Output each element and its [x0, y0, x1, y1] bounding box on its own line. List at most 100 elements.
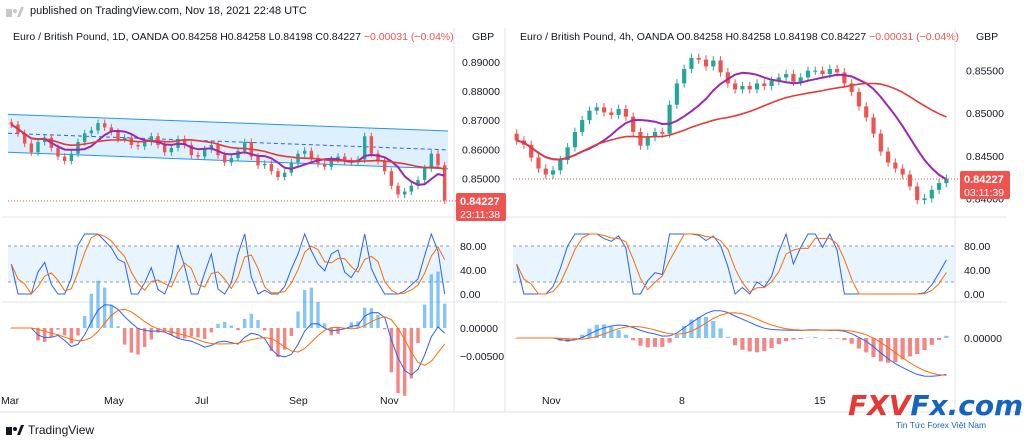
- watermark-tagline: Tin Tức Forex Việt Nam: [896, 420, 987, 430]
- right-candle-body: [944, 178, 949, 184]
- right-macd-bar: [784, 338, 789, 342]
- left-stoch-d-line: [10, 233, 446, 295]
- right-candle-body: [835, 68, 840, 73]
- left-time-tick-1: May: [104, 395, 125, 407]
- left-candle-body: [396, 185, 400, 195]
- left-macd-bar: [316, 302, 320, 328]
- right-candle-body: [849, 83, 854, 92]
- right-osc-tick-2: 0.00: [964, 289, 985, 301]
- left-macd-bar: [209, 328, 214, 333]
- left-macd-bar: [162, 328, 167, 332]
- left-macd-bar: [169, 328, 174, 335]
- left-candle-body: [282, 172, 287, 178]
- right-candle-body: [711, 60, 716, 67]
- right-macd-bar: [856, 338, 862, 349]
- left-macd-bar: [89, 293, 94, 328]
- left-macd-bar: [422, 304, 427, 328]
- left-price-tick-0: 0.89000: [462, 57, 500, 69]
- left-candle-body: [142, 142, 147, 147]
- right-candle-body: [558, 160, 563, 171]
- left-macd-line: [11, 304, 446, 376]
- left-candle-body: [76, 142, 80, 154]
- right-candle-body: [536, 157, 541, 169]
- left-countdown-label: 23:11:38: [460, 209, 500, 221]
- watermark-brand-right: Fx.com.vn: [910, 389, 1024, 422]
- right-candle-body: [885, 151, 891, 163]
- right-countdown-label: 03:11:39: [964, 187, 1004, 199]
- right-osc-tick-0: 80.00: [964, 241, 990, 253]
- right-candle-body: [798, 77, 803, 82]
- left-candle-body: [362, 136, 367, 160]
- right-candle-body: [900, 168, 905, 175]
- left-candle-body: [389, 171, 394, 186]
- left-candle-body: [429, 153, 434, 169]
- left-macd-bar: [216, 323, 220, 328]
- left-macd-bar: [249, 313, 254, 328]
- right-macd-bar: [754, 338, 760, 353]
- right-candle-body: [703, 59, 709, 67]
- left-time-tick-4: Nov: [380, 395, 399, 407]
- right-macd-bar: [849, 338, 854, 344]
- left-macd-bar: [362, 307, 367, 328]
- right-macd-bar: [689, 319, 694, 338]
- right-macd-bar: [900, 338, 905, 360]
- left-symbol-title: Euro / British Pound, 1D, OANDA: [13, 31, 169, 43]
- left-macd-bar: [396, 328, 400, 394]
- right-candles: [514, 53, 949, 205]
- left-candle-body: [442, 165, 447, 201]
- right-candle-body: [893, 162, 898, 169]
- right-candle-body: [696, 57, 701, 60]
- right-candle-body: [915, 186, 920, 201]
- right-macd-bar: [762, 338, 767, 352]
- right-candle-body: [682, 68, 687, 84]
- left-currency-label: GBP: [472, 31, 494, 43]
- right-macd-bar: [740, 338, 745, 350]
- right-last-price-label: 0.84227: [964, 174, 1004, 186]
- right-price-tick-2: 0.84500: [966, 151, 1004, 163]
- left-candle-body: [169, 147, 174, 153]
- right-low: L0.84198: [773, 31, 818, 43]
- right-last-price-badge: [960, 171, 1010, 200]
- left-macd-bar: [269, 328, 274, 351]
- right-candle-body: [725, 72, 730, 84]
- left-candle-body: [196, 155, 200, 157]
- left-macd-tick-1: −0.00500: [460, 351, 504, 363]
- right-macd-bar: [907, 338, 913, 357]
- left-candle-body: [56, 147, 60, 157]
- right-macd-tick-0: 0.00000: [964, 333, 1002, 345]
- left-close: C0.84227: [315, 31, 361, 43]
- right-candle-body: [594, 107, 599, 111]
- right-candle-body: [864, 106, 869, 118]
- left-time-tick-2: Jul: [195, 395, 208, 407]
- right-high: H0.84258: [725, 31, 772, 43]
- right-macd-bar: [645, 338, 650, 348]
- left-candle-body: [82, 133, 87, 143]
- right-price-tick-0: 0.85500: [966, 66, 1004, 78]
- right-macd-bar: [631, 338, 636, 341]
- right-candle-body: [587, 110, 592, 121]
- left-candle-body: [342, 156, 347, 161]
- left-candle-body: [229, 158, 234, 163]
- left-candle-body: [409, 185, 414, 192]
- left-candle-body: [116, 131, 120, 140]
- left-macd-bar: [136, 328, 140, 355]
- left-open: O0.84258: [171, 31, 218, 43]
- left-candle-body: [149, 136, 154, 143]
- right-osc-tick-1: 40.00: [964, 265, 990, 277]
- right-candle-body: [645, 137, 650, 146]
- left-macd-bar: [156, 328, 160, 333]
- tradingview-logo-icon: [6, 7, 24, 17]
- left-candle-body: [69, 153, 74, 161]
- left-last-price-badge: [456, 193, 506, 222]
- left-candle-body: [209, 144, 214, 150]
- right-time-tick-2: 15: [814, 395, 826, 407]
- right-macd-bar: [601, 324, 607, 338]
- left-price-tick-1: 0.88000: [462, 86, 500, 98]
- right-macd-bar: [565, 338, 570, 342]
- left-candle-body: [336, 156, 340, 160]
- right-candle-body: [718, 60, 723, 73]
- right-macd-bar: [587, 328, 592, 338]
- left-macd-bar: [42, 328, 47, 342]
- right-candle-body: [856, 91, 862, 107]
